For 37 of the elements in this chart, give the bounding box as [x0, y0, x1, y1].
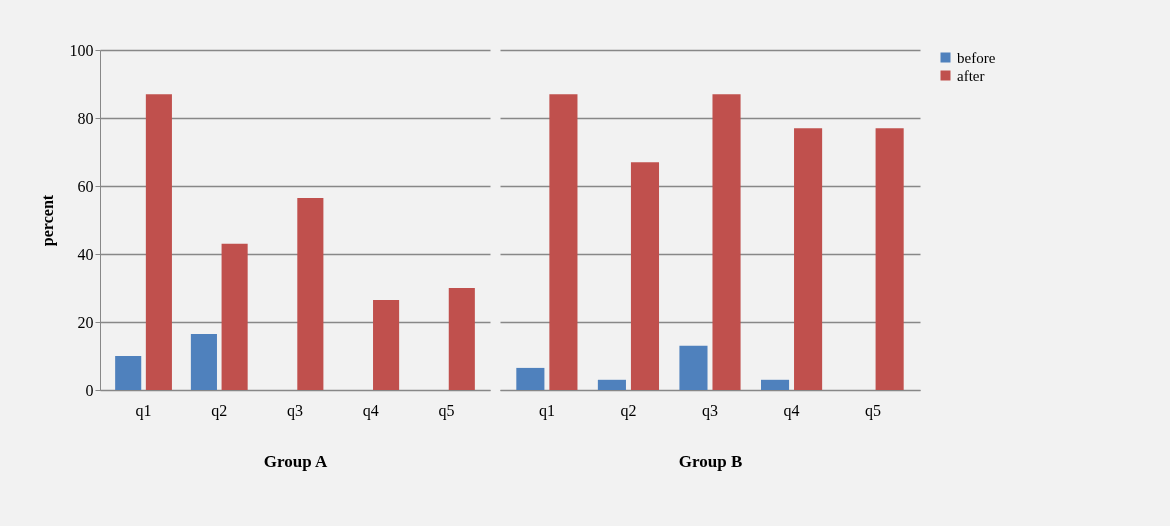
bar	[297, 197, 324, 390]
y-tick-label: 0	[85, 381, 94, 399]
x-tick-label: q1	[135, 401, 152, 420]
y-tick-label: 60	[77, 177, 94, 195]
bar	[760, 379, 790, 390]
x-tick-label: q3	[702, 401, 718, 420]
x-tick-label: q2	[211, 401, 228, 420]
bar	[115, 356, 142, 390]
x-axis-title: Group A	[263, 451, 328, 471]
bar	[190, 333, 217, 390]
x-tick-label: q4	[362, 401, 379, 420]
bar	[630, 162, 660, 390]
y-tick-label: 100	[69, 41, 94, 59]
x-tick-label: q3	[287, 401, 303, 420]
x-tick-label: q5	[438, 401, 455, 420]
bar	[448, 288, 475, 390]
bar	[549, 94, 578, 390]
y-axis-title: percent	[38, 194, 57, 247]
y-tick-label: 20	[77, 313, 94, 331]
bar	[875, 128, 904, 390]
bar	[516, 367, 545, 390]
y-tick-label: 40	[77, 245, 94, 263]
x-axis-title: Group B	[678, 451, 743, 471]
bar	[679, 345, 708, 390]
x-tick-label: q2	[620, 401, 637, 420]
x-tick-label: q4	[783, 401, 800, 420]
legend-label: after	[957, 67, 985, 84]
x-tick-label: q1	[538, 401, 555, 420]
bar	[794, 128, 823, 390]
bar	[145, 94, 172, 390]
x-tick-label: q5	[865, 401, 882, 420]
bar	[712, 94, 741, 390]
y-tick-label: 80	[77, 109, 94, 127]
bar	[221, 243, 248, 390]
bar	[597, 379, 626, 390]
bar	[373, 299, 400, 390]
legend-label: before	[957, 49, 996, 66]
